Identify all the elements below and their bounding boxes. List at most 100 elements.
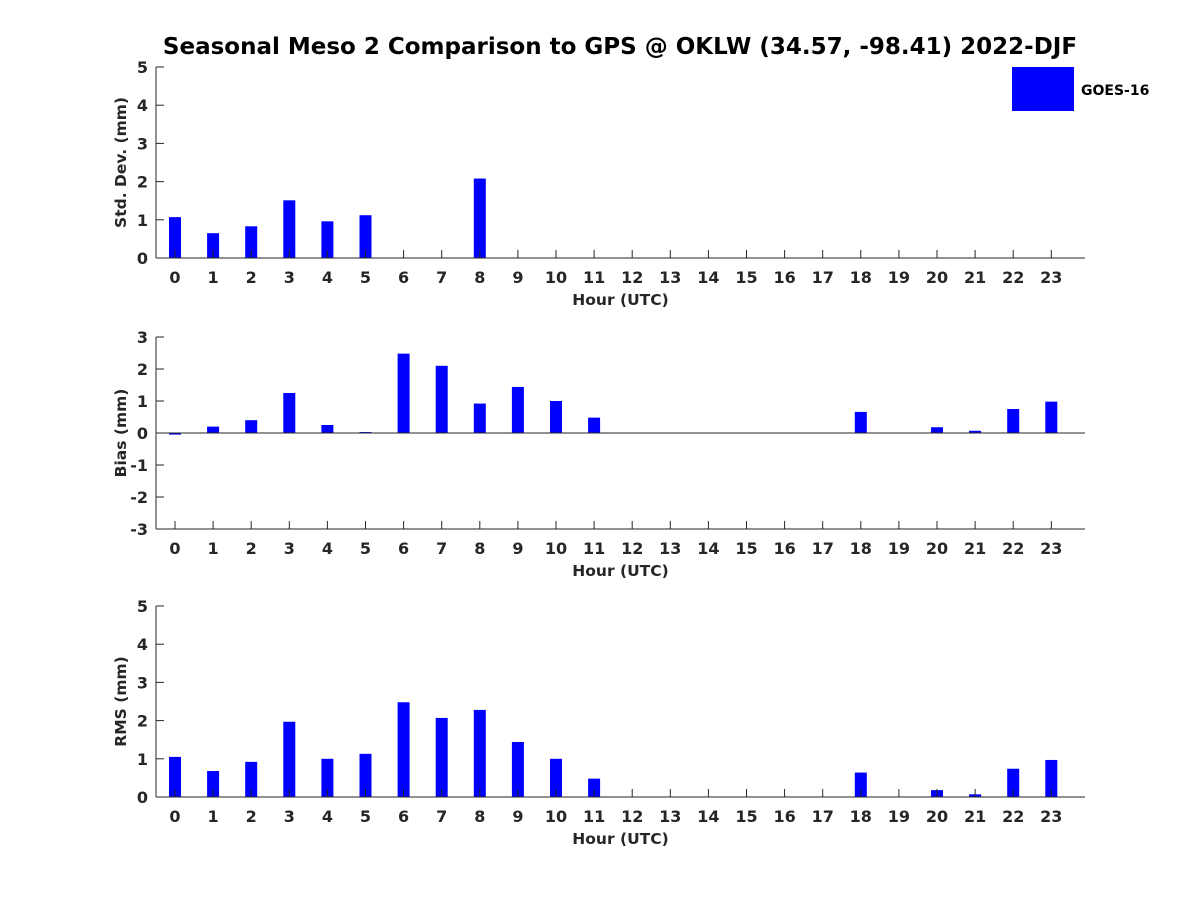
bar-p2-h10 bbox=[550, 401, 562, 433]
x-tick-label: 13 bbox=[659, 268, 681, 287]
y-tick-label: 5 bbox=[137, 597, 148, 616]
x-tick-label: 16 bbox=[773, 539, 795, 558]
bar-p3-h5 bbox=[359, 753, 372, 797]
bar-p2-h1 bbox=[207, 426, 220, 433]
bar-p3-h0 bbox=[169, 756, 181, 797]
x-tick-label: 9 bbox=[512, 807, 523, 826]
x-tick-label: 5 bbox=[360, 807, 371, 826]
x-tick-label: 21 bbox=[964, 539, 986, 558]
x-tick-label: 7 bbox=[436, 539, 447, 558]
x-tick-label: 15 bbox=[735, 539, 757, 558]
legend-label: GOES-16 bbox=[1081, 83, 1149, 99]
x-tick-label: 11 bbox=[583, 807, 605, 826]
bar-p1-h4 bbox=[321, 221, 334, 258]
y-tick-label: 2 bbox=[137, 712, 148, 731]
x-tick-label: 21 bbox=[964, 807, 986, 826]
x-tick-label: 7 bbox=[436, 268, 447, 287]
bar-p1-h1 bbox=[207, 233, 220, 258]
x-tick-label: 9 bbox=[512, 539, 523, 558]
x-tick-label: 19 bbox=[888, 539, 910, 558]
x-tick-label: 4 bbox=[322, 268, 333, 287]
x-tick-label: 2 bbox=[246, 268, 257, 287]
bar-p3-h8 bbox=[473, 709, 486, 797]
y-axis-label: Bias (mm) bbox=[112, 389, 130, 478]
x-tick-label: 2 bbox=[246, 539, 257, 558]
bar-p3-h7 bbox=[435, 717, 448, 797]
x-tick-label: 6 bbox=[398, 268, 409, 287]
bar-p2-h4 bbox=[321, 425, 334, 433]
y-axis-label: RMS (mm) bbox=[112, 656, 130, 746]
bar-p1-h5 bbox=[359, 215, 372, 258]
x-tick-label: 0 bbox=[169, 539, 180, 558]
x-tick-label: 4 bbox=[322, 539, 333, 558]
y-tick-label: 2 bbox=[137, 173, 148, 192]
bar-p3-h10 bbox=[550, 758, 562, 797]
x-tick-label: 23 bbox=[1040, 807, 1062, 826]
bar-p2-h6 bbox=[397, 353, 410, 433]
x-tick-label: 1 bbox=[208, 807, 219, 826]
x-tick-label: 7 bbox=[436, 807, 447, 826]
bar-p2-h20 bbox=[931, 427, 943, 433]
x-tick-label: 12 bbox=[621, 539, 643, 558]
x-tick-label: 10 bbox=[545, 807, 567, 826]
y-tick-label: 1 bbox=[137, 211, 148, 230]
bar-p3-h1 bbox=[207, 771, 220, 797]
bar-p3-h2 bbox=[245, 761, 258, 797]
bar-p3-h22 bbox=[1007, 768, 1020, 797]
x-tick-label: 15 bbox=[735, 807, 757, 826]
x-tick-label: 3 bbox=[284, 268, 295, 287]
bar-p3-h3 bbox=[283, 721, 296, 797]
x-tick-label: 18 bbox=[850, 539, 872, 558]
x-tick-label: 22 bbox=[1002, 268, 1024, 287]
x-tick-label: 0 bbox=[169, 807, 180, 826]
y-tick-label: 2 bbox=[137, 360, 148, 379]
chart-title: Seasonal Meso 2 Comparison to GPS @ OKLW… bbox=[163, 34, 1077, 60]
bar-p3-h23 bbox=[1045, 759, 1058, 797]
bar-p2-h11 bbox=[588, 417, 601, 433]
y-tick-label: -3 bbox=[130, 520, 148, 539]
bar-p2-h0 bbox=[169, 433, 181, 435]
x-tick-label: 3 bbox=[284, 539, 295, 558]
y-tick-label: -1 bbox=[130, 456, 148, 475]
x-tick-label: 12 bbox=[621, 807, 643, 826]
x-tick-label: 18 bbox=[850, 807, 872, 826]
x-tick-label: 20 bbox=[926, 807, 948, 826]
x-tick-label: 22 bbox=[1002, 539, 1024, 558]
bar-p2-h7 bbox=[435, 365, 448, 433]
x-tick-label: 17 bbox=[812, 268, 834, 287]
x-tick-label: 19 bbox=[888, 268, 910, 287]
y-tick-label: 0 bbox=[137, 424, 148, 443]
x-tick-label: 6 bbox=[398, 539, 409, 558]
x-tick-label: 6 bbox=[398, 807, 409, 826]
x-tick-label: 8 bbox=[474, 268, 485, 287]
x-tick-label: 2 bbox=[246, 807, 257, 826]
y-tick-label: 5 bbox=[137, 58, 148, 77]
x-tick-label: 23 bbox=[1040, 539, 1062, 558]
x-tick-label: 4 bbox=[322, 807, 333, 826]
x-tick-label: 13 bbox=[659, 807, 681, 826]
x-axis-label: Hour (UTC) bbox=[572, 291, 668, 309]
bar-p3-h6 bbox=[397, 702, 410, 797]
y-tick-label: 4 bbox=[137, 96, 148, 115]
legend: GOES-16 bbox=[1012, 67, 1149, 111]
bar-p3-h4 bbox=[321, 758, 334, 797]
bar-p1-h2 bbox=[245, 226, 258, 258]
x-tick-label: 18 bbox=[850, 268, 872, 287]
x-tick-label: 17 bbox=[812, 539, 834, 558]
x-tick-label: 14 bbox=[697, 268, 719, 287]
bar-p2-h2 bbox=[245, 420, 258, 433]
x-tick-label: 14 bbox=[697, 807, 719, 826]
x-tick-label: 20 bbox=[926, 268, 948, 287]
x-tick-label: 5 bbox=[360, 539, 371, 558]
x-tick-label: 16 bbox=[773, 268, 795, 287]
x-tick-label: 10 bbox=[545, 268, 567, 287]
y-tick-label: 1 bbox=[137, 392, 148, 411]
y-tick-label: -2 bbox=[130, 488, 148, 507]
y-tick-label: 1 bbox=[137, 750, 148, 769]
x-tick-label: 13 bbox=[659, 539, 681, 558]
bar-p1-h3 bbox=[283, 200, 296, 258]
x-tick-label: 12 bbox=[621, 268, 643, 287]
x-tick-label: 5 bbox=[360, 268, 371, 287]
